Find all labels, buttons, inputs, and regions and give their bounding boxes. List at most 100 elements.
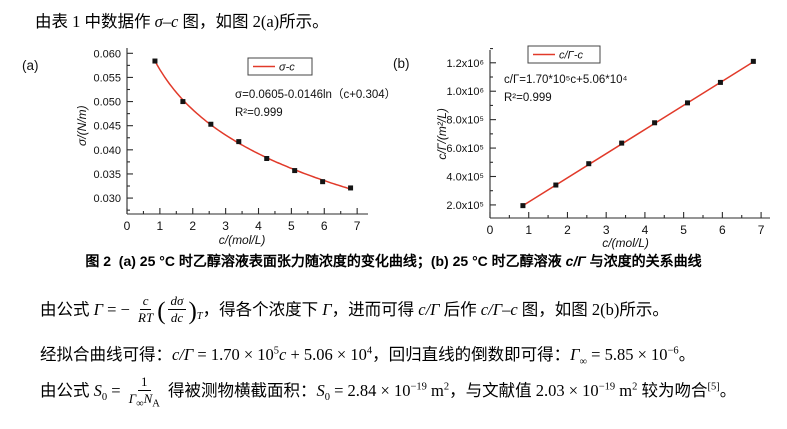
body-text: = 1.70 × 10	[193, 345, 274, 364]
paren-close: )	[188, 297, 197, 325]
body-text: ，回归直线的倒数即可得：	[372, 345, 571, 364]
data-point-marker	[619, 140, 625, 146]
x-tick-label: 4	[255, 219, 262, 233]
body-text: ，与文献值 2.03 × 10	[449, 380, 599, 400]
y-tick-label: 0.055	[93, 72, 121, 84]
y-tick-label: 4.0x10⁵	[446, 171, 484, 183]
math-gamma: Γ	[93, 299, 104, 319]
legend: σ-c	[247, 57, 313, 76]
x-tick-label: 3	[222, 219, 229, 233]
data-point-marker	[208, 121, 214, 127]
data-point-marker	[586, 161, 592, 167]
body-text: 由公式	[40, 299, 94, 319]
body-text: 图，如图 2(b)所示。	[517, 299, 669, 319]
x-tick-label: 6	[719, 223, 726, 237]
x-tick-label: 4	[642, 223, 649, 237]
data-points	[152, 58, 354, 191]
data-point-marker	[320, 179, 326, 185]
frac-numerator: 1	[138, 374, 151, 391]
fraction-one-over-gammaNA: 1 Γ∞NA	[127, 374, 162, 410]
subscript-infinity: ∞	[579, 356, 588, 368]
math-S: S	[93, 380, 102, 400]
body-text: 得被测物横截面积：	[163, 380, 317, 400]
intro-text: 由表 1 中数据作	[35, 12, 155, 31]
body-text: ，得各个浓度下	[202, 299, 323, 319]
math-N: N	[143, 390, 153, 406]
chart-a-sigma-vs-c: 0 1 2 3 4 5 6 7 0.030 0.035 0.040 0.045 0.050 0.055 0.…	[8, 42, 396, 254]
body-text: + 5.06 × 10	[286, 345, 367, 364]
data-points	[520, 58, 756, 209]
figure-caption: 图 2 (a) 25 °C 时乙醇溶液表面张力随浓度的变化曲线；(b) 25 °…	[0, 251, 787, 271]
tick-labels: 0 1 2 3 4 5 6 7 2.0x10⁵ 4.0x10⁵ 6.0x10⁵ 8.0x10⁵ 1.0x…	[446, 58, 764, 237]
data-point-marker	[180, 99, 186, 105]
x-tick-label: 6	[321, 219, 328, 233]
exponent: −19	[598, 381, 616, 393]
caption-math: c/Γ	[565, 253, 586, 269]
intro-text: 图，如图 2(a)所示。	[178, 12, 329, 31]
math-c: c	[279, 345, 287, 364]
caption-text: 与浓度的关系曲线	[585, 253, 702, 269]
subscript-A: A	[152, 398, 160, 410]
fit-equation-annotation: σ=0.0605-0.0146ln（c+0.304）	[235, 88, 390, 101]
data-point-marker	[264, 156, 270, 162]
data-point-marker	[520, 203, 526, 209]
x-tick-label: 0	[487, 223, 494, 237]
chart-b-cgamma-vs-c: 0 1 2 3 4 5 6 7 2.0x10⁵ 4.0x10⁵ 6.0x10⁵ 8.0x10⁵ 1.0x…	[388, 42, 786, 254]
y-tick-label: 0.040	[93, 145, 121, 157]
exponent: −19	[410, 381, 427, 393]
body-text: 经拟合曲线可得：	[40, 345, 172, 364]
legend-box	[527, 45, 601, 64]
panel-label: (b)	[393, 56, 410, 71]
exponent: 2	[443, 381, 450, 393]
paragraph-fit-result: 经拟合曲线可得：c/Γ = 1.70 × 105c + 5.06 × 104，回…	[40, 341, 695, 368]
y-tick-label: 0.030	[93, 193, 121, 205]
x-tick-label: 5	[288, 219, 295, 233]
fit-equation-annotation: R²=0.999	[235, 107, 283, 119]
data-point-marker	[236, 139, 242, 145]
intro-math: σ–c	[154, 12, 179, 31]
math-S: S	[316, 380, 325, 400]
math-c-over-gamma: c/Γ	[172, 345, 194, 364]
exponent: 2	[632, 381, 638, 393]
panel-label: (a)	[22, 58, 39, 73]
data-point-marker	[685, 100, 691, 106]
body-text: m	[426, 380, 444, 400]
paren-open: (	[157, 297, 166, 325]
y-axis-title: σ/(N/m)	[75, 105, 89, 146]
subscript-0: 0	[324, 392, 330, 404]
chart-canvas: 0 1 2 3 4 5 6 7 2.0x10⁵ 4.0x10⁵ 6.0x10⁵ 8.0x10⁵ 1.0x…	[393, 45, 770, 250]
body-text: 由公式	[40, 380, 94, 400]
caption-gap	[111, 253, 119, 269]
x-tick-label: 5	[680, 223, 687, 237]
math-gamma: Γ	[128, 390, 137, 406]
data-point-marker	[717, 79, 723, 85]
y-tick-label: 0.060	[93, 48, 121, 60]
frac-denominator: RT	[138, 309, 154, 325]
body-text: =	[107, 380, 125, 400]
y-tick-label: 6.0x10⁵	[446, 143, 484, 155]
subscript-T: T	[196, 311, 203, 323]
x-tick-label: 1	[157, 219, 164, 233]
y-tick-label: 2.0x10⁵	[446, 200, 484, 212]
body-text: m	[615, 380, 633, 400]
exponent: 4	[366, 345, 373, 357]
y-tick-label: 0.045	[93, 121, 121, 133]
math-c-over-gamma: c/Γ	[418, 299, 440, 319]
paragraph-gamma-formula: 由公式 Γ = − c RT(dσ dc)T，得各个浓度下 Γ，进而可得 c/Γ 后…	[40, 293, 669, 327]
y-tick-label: 1.2x10⁶	[446, 58, 484, 70]
body-text: = −	[103, 299, 135, 319]
legend: c/Γ-c	[527, 45, 601, 64]
axes	[126, 48, 368, 215]
x-axis-title: c/(mol/L)	[219, 233, 266, 247]
frac-numerator: dσ	[167, 293, 187, 310]
x-tick-label: 1	[525, 223, 532, 237]
subscript-infinity: ∞	[136, 398, 144, 410]
math-gamma: Γ	[322, 299, 332, 319]
axes	[489, 48, 770, 219]
x-tick-label: 2	[189, 219, 196, 233]
body-text: 后作	[439, 299, 481, 319]
body-text: 较为吻合	[637, 380, 708, 400]
math-c-gamma-c: c/Γ–c	[480, 299, 518, 319]
exponent: −6	[667, 345, 679, 357]
